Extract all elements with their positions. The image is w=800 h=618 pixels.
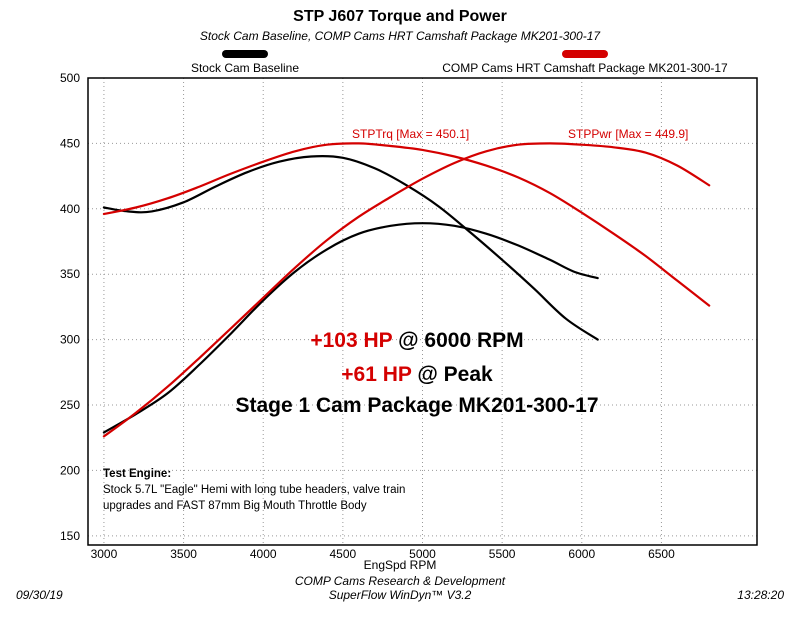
gain-6000-value: +103 HP bbox=[310, 329, 393, 352]
chart-subtitle: Stock Cam Baseline, COMP Cams HRT Camsha… bbox=[199, 29, 601, 43]
y-tick-label: 250 bbox=[60, 398, 80, 412]
footer-credit: COMP Cams Research & Development bbox=[294, 574, 506, 588]
x-tick-label: 6500 bbox=[648, 547, 675, 561]
legend-swatch-stock bbox=[222, 50, 268, 58]
legend-entry-comp: COMP Cams HRT Camshaft Package MK201-300… bbox=[420, 50, 750, 75]
series-stock_trq bbox=[102, 154, 599, 341]
x-tick-label: 5000 bbox=[409, 547, 436, 561]
gain-peak-suffix: @ Peak bbox=[411, 363, 493, 386]
test-engine-note: Test Engine: Stock 5.7L "Eagle" Hemi wit… bbox=[103, 466, 405, 514]
x-axis-label: EngSpd RPM bbox=[363, 558, 437, 572]
legend-label-stock: Stock Cam Baseline bbox=[190, 61, 300, 75]
test-engine-heading: Test Engine: bbox=[103, 468, 172, 480]
y-tick-label: 400 bbox=[60, 202, 80, 216]
annotation-power-max: STPPwr [Max = 449.9] bbox=[568, 127, 689, 141]
series-comp_trq bbox=[102, 142, 711, 307]
legend-swatch-comp bbox=[562, 50, 608, 58]
gain-6000-suffix: @ 6000 RPM bbox=[392, 329, 524, 352]
footer-software: SuperFlow WinDyn™ V3.2 bbox=[328, 588, 472, 602]
gain-peak-value: +61 HP bbox=[341, 363, 412, 386]
dyno-plot: 3000 3500 4000 4500 5000 5500 6000 6500 150 200 25… bbox=[60, 71, 758, 561]
x-tick-label: 4000 bbox=[250, 547, 277, 561]
footer-time: 13:28:20 bbox=[737, 588, 784, 602]
y-tick-label: 450 bbox=[60, 136, 80, 150]
footer-date: 09/30/19 bbox=[16, 588, 63, 602]
test-engine-line1: Stock 5.7L "Eagle" Hemi with long tube h… bbox=[103, 484, 406, 496]
x-tick-label: 3500 bbox=[170, 547, 197, 561]
annotation-torque-max: STPTrq [Max = 450.1] bbox=[352, 127, 470, 141]
annotation-hp-gain-peak: +61 HP @ Peak bbox=[100, 363, 734, 387]
series-comp_pwr bbox=[102, 142, 711, 438]
chart-title: STP J607 Torque and Power bbox=[293, 8, 507, 25]
legend-entry-stock: Stock Cam Baseline bbox=[150, 50, 340, 75]
y-tick-label: 200 bbox=[60, 463, 80, 477]
x-tick-label: 5500 bbox=[489, 547, 516, 561]
y-tick-label: 350 bbox=[60, 267, 80, 281]
x-tick-label: 3000 bbox=[91, 547, 118, 561]
test-engine-line2: upgrades and FAST 87mm Big Mouth Throttl… bbox=[103, 500, 367, 512]
y-tick-label: 300 bbox=[60, 333, 80, 347]
plot-border bbox=[87, 77, 758, 546]
legend-label-comp: COMP Cams HRT Camshaft Package MK201-300… bbox=[442, 61, 728, 75]
x-tick-label: 4500 bbox=[330, 547, 357, 561]
annotation-hp-gain-6000: +103 HP @ 6000 RPM bbox=[100, 329, 734, 353]
y-tick-label: 500 bbox=[60, 71, 80, 85]
annotation-stage-package: Stage 1 Cam Package MK201-300-17 bbox=[235, 394, 599, 417]
series-stock_pwr bbox=[102, 222, 599, 434]
y-tick-label: 150 bbox=[60, 529, 80, 543]
x-tick-label: 6000 bbox=[568, 547, 595, 561]
